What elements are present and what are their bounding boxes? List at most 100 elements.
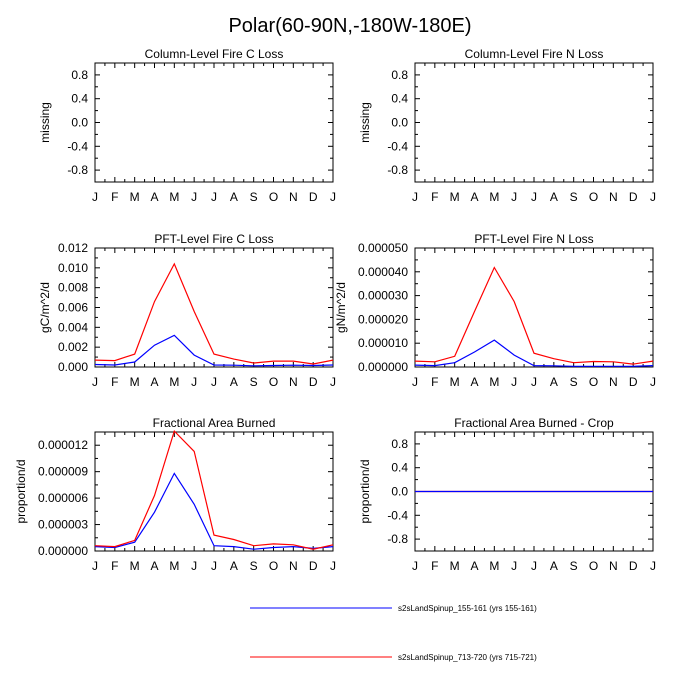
x-tick-label: S [570,559,578,573]
y-tick-label: -0.8 [67,163,88,177]
x-tick-label: N [609,559,618,573]
plot-frame [94,62,334,183]
x-tick-label: A [230,375,238,389]
x-tick-label: J [92,375,98,389]
y-tick-label: 0.4 [391,461,408,475]
x-tick-label: M [489,559,499,573]
x-tick-label: D [309,559,318,573]
x-tick-label: J [211,190,217,204]
y-tick-label: 0.4 [71,92,88,106]
y-tick-label: -0.4 [387,508,408,522]
x-tick-label: D [629,375,638,389]
x-tick-label: O [589,375,598,389]
x-tick-label: M [450,375,460,389]
series-line-1 [94,472,334,550]
y-tick-label: 0.000030 [358,289,408,303]
y-tick-label: -0.8 [387,163,408,177]
panel-title: PFT-Level Fire C Loss [154,232,273,246]
x-tick-label: M [450,559,460,573]
y-tick-label: 0.008 [58,281,88,295]
x-tick-label: S [570,375,578,389]
x-tick-label: M [489,190,499,204]
panel-title: Fractional Area Burned - Crop [454,416,614,430]
x-tick-label: D [629,559,638,573]
x-tick-label: S [570,190,578,204]
x-tick-label: N [289,559,298,573]
y-axis-label: missing [38,102,52,143]
y-tick-label: 0.006 [58,301,88,315]
y-axis-label: proportion/d [358,459,372,523]
x-tick-label: A [230,190,238,204]
x-tick-label: D [309,375,318,389]
y-tick-label: -0.4 [387,139,408,153]
y-tick-label: 0.000020 [358,312,408,326]
x-tick-label: M [130,559,140,573]
y-tick-label: -0.8 [387,532,408,546]
x-tick-label: J [412,559,418,573]
legend: s2sLandSpinup_155-161 (yrs 155-161) s2sLa… [250,604,537,662]
y-tick-label: 0.000000 [358,360,408,374]
x-tick-label: A [150,375,158,389]
y-tick-label: 0.000003 [38,518,88,532]
y-tick-label: 0.010 [58,261,88,275]
series-line-2 [94,262,334,365]
y-axis-label: missing [358,102,372,143]
y-tick-label: 0.000050 [358,241,408,255]
x-tick-label: A [550,559,558,573]
y-tick-label: 0.000010 [358,336,408,350]
x-tick-label: J [92,190,98,204]
x-tick-label: N [289,190,298,204]
y-tick-label: 0.000000 [38,544,88,558]
x-tick-label: A [150,190,158,204]
series-line-2 [414,266,654,365]
x-tick-label: F [431,559,438,573]
x-tick-label: N [609,375,618,389]
x-tick-label: A [230,559,238,573]
x-tick-label: J [211,375,217,389]
x-tick-label: A [470,375,478,389]
x-tick-label: S [250,375,258,389]
x-tick-label: J [191,559,197,573]
x-tick-label: J [211,559,217,573]
x-tick-label: O [269,375,278,389]
x-tick-label: D [309,190,318,204]
y-tick-label: 0.8 [71,68,88,82]
x-tick-label: M [169,190,179,204]
y-tick-label: 0.8 [391,437,408,451]
x-tick-label: O [269,190,278,204]
x-tick-label: J [191,375,197,389]
x-tick-label: J [412,375,418,389]
x-tick-label: J [191,190,197,204]
legend-label-1: s2sLandSpinup_155-161 (yrs 155-161) [398,604,537,613]
x-tick-label: F [111,375,118,389]
series-line-2 [94,429,334,550]
legend-label-2: s2sLandSpinup_713-720 (yrs 715-721) [398,653,537,662]
x-tick-label: N [609,190,618,204]
figure-title: Polar(60-90N,-180W-180E) [228,15,471,37]
y-tick-label: 0.000006 [38,491,88,505]
series-line-1 [414,339,654,367]
x-tick-label: A [470,190,478,204]
x-tick-label: O [269,559,278,573]
panel-title: PFT-Level Fire N Loss [474,232,593,246]
x-tick-label: J [412,190,418,204]
x-tick-label: J [531,559,537,573]
x-tick-label: M [130,375,140,389]
x-tick-label: D [629,190,638,204]
y-axis-label: gC/m^2/d [38,282,52,333]
y-axis-label: proportion/d [14,459,28,523]
x-tick-label: A [470,559,478,573]
y-axis-label: gN/m^2/d [334,282,348,333]
y-tick-label: 0.0 [71,116,88,130]
x-tick-label: M [450,190,460,204]
x-tick-label: J [650,559,656,573]
x-tick-label: J [511,190,517,204]
y-tick-label: 0.000009 [38,465,88,479]
